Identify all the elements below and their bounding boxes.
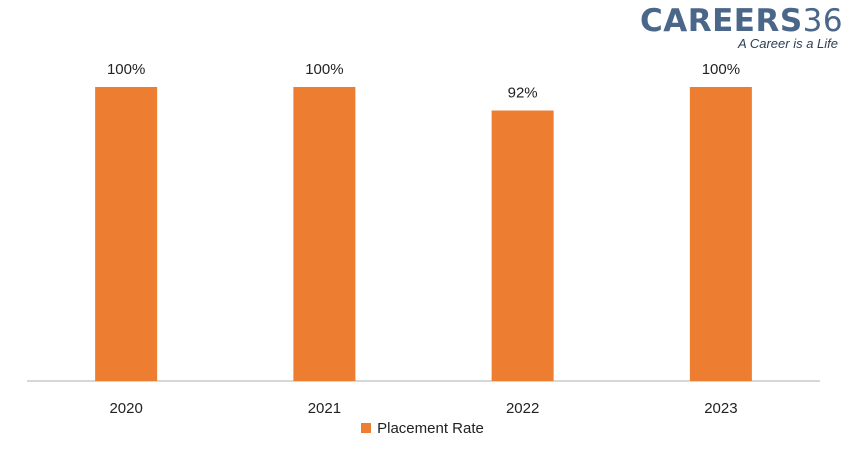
bar-2023 [689,87,752,381]
logo-tagline: A Career is a Life [738,36,838,51]
bar-2022 [491,110,554,382]
bar-2021 [293,87,356,381]
x-tick-label-2020: 2020 [109,400,142,417]
legend-label: Placement Rate [377,420,484,437]
x-tick-label-2022: 2022 [506,400,539,417]
x-tick-label-2023: 2023 [704,400,737,417]
x-tick-labels-group: 2020 2021 2022 2023 [109,400,737,417]
legend-swatch [361,423,372,433]
data-label-2020: 100% [107,61,145,78]
bar-2020 [95,87,158,381]
data-label-2023: 100% [702,61,740,78]
bars-group [95,87,752,382]
legend: Placement Rate [0,420,845,437]
data-labels-group: 100% 100% 92% 100% [107,61,740,102]
data-label-2022: 92% [508,85,538,102]
careers360-logo: CAREERS360 [640,3,845,39]
logo-number-text: 360 [802,3,845,39]
logo-brand-text: CAREERS [640,3,803,39]
x-tick-label-2021: 2021 [308,400,341,417]
data-label-2021: 100% [305,61,343,78]
